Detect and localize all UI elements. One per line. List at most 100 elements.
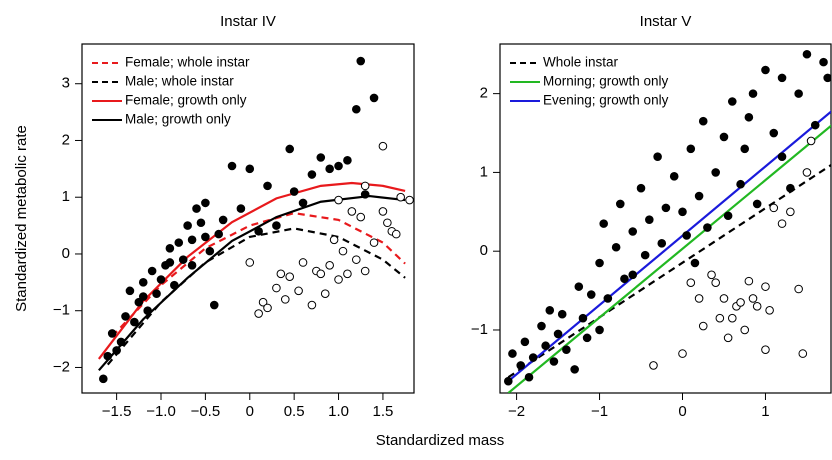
data-point xyxy=(351,104,361,114)
data-point xyxy=(574,282,584,291)
data-point xyxy=(360,181,370,191)
data-point xyxy=(152,289,161,298)
legend-label: Female; whole instar xyxy=(125,55,250,70)
x-tick-label: −1 xyxy=(591,403,608,420)
data-point xyxy=(786,183,795,193)
data-point xyxy=(307,300,317,310)
data-point xyxy=(570,365,579,374)
x-tick-label: −2 xyxy=(508,403,525,420)
data-point xyxy=(245,258,255,267)
chart-title: Instar IV xyxy=(220,13,276,30)
data-point xyxy=(727,97,737,106)
data-point xyxy=(236,204,246,213)
data-point xyxy=(769,203,779,213)
x-tick-label: −1.0 xyxy=(146,403,176,420)
data-point xyxy=(711,168,720,177)
data-point xyxy=(740,144,750,154)
data-point xyxy=(595,325,604,335)
legend-label: Whole instar xyxy=(543,55,619,70)
y-tick-label: 1 xyxy=(480,163,488,180)
data-point xyxy=(636,183,646,193)
data-point xyxy=(356,56,366,66)
data-point xyxy=(599,219,608,228)
data-point xyxy=(280,295,290,304)
data-point xyxy=(794,89,803,98)
data-point xyxy=(214,229,224,239)
data-point xyxy=(649,361,658,370)
data-point xyxy=(723,211,733,221)
fit-line xyxy=(106,227,406,366)
data-point xyxy=(628,270,638,280)
data-point xyxy=(121,312,130,321)
data-point xyxy=(823,73,831,83)
data-point xyxy=(786,207,795,217)
data-point xyxy=(258,297,268,307)
data-point xyxy=(698,116,708,126)
data-point xyxy=(582,333,592,343)
data-point xyxy=(503,376,513,386)
data-point xyxy=(316,269,326,279)
data-point xyxy=(192,204,201,213)
data-point xyxy=(378,141,388,151)
data-point xyxy=(628,227,638,236)
plot-area xyxy=(97,56,414,384)
x-axis-label: Standardized mass xyxy=(376,432,504,449)
data-point xyxy=(289,187,299,196)
data-point xyxy=(272,221,281,230)
x-tick-label: 1.5 xyxy=(373,403,394,420)
data-point xyxy=(178,255,188,264)
y-tick-label: 2 xyxy=(62,131,70,148)
data-point xyxy=(707,270,716,280)
data-point xyxy=(134,297,144,307)
data-point xyxy=(819,57,828,67)
data-point xyxy=(343,269,352,279)
data-point xyxy=(537,321,546,331)
data-point xyxy=(694,294,704,303)
data-point xyxy=(645,215,654,224)
data-point xyxy=(657,239,667,248)
data-point xyxy=(254,226,263,236)
data-point xyxy=(806,136,816,146)
data-point xyxy=(715,313,725,323)
data-point xyxy=(727,313,737,323)
data-point xyxy=(227,161,237,171)
data-point xyxy=(316,153,326,162)
data-point xyxy=(557,309,567,319)
data-point xyxy=(777,219,787,228)
data-point xyxy=(615,199,625,209)
data-point xyxy=(356,212,366,222)
data-point xyxy=(802,168,812,177)
data-point xyxy=(343,156,352,165)
data-point xyxy=(334,275,343,284)
data-point xyxy=(263,303,272,313)
fit-line xyxy=(97,181,406,360)
data-point xyxy=(562,345,571,354)
data-point xyxy=(752,199,762,209)
y-tick-label: −1 xyxy=(471,321,488,338)
data-point xyxy=(777,73,787,83)
data-point xyxy=(620,274,629,284)
data-point xyxy=(360,190,370,199)
legend-label: Evening; growth only xyxy=(543,93,669,108)
x-tick-label: −0.5 xyxy=(191,403,221,420)
data-point xyxy=(298,198,308,208)
data-point xyxy=(553,329,563,339)
data-point xyxy=(682,231,691,240)
data-point xyxy=(723,333,733,343)
data-point xyxy=(294,286,303,296)
x-tick-label: 1.0 xyxy=(328,403,349,420)
data-point xyxy=(810,120,820,130)
data-point xyxy=(777,152,787,161)
data-point xyxy=(320,289,330,298)
data-point xyxy=(744,276,754,286)
y-tick-label: −1 xyxy=(53,302,70,319)
data-point xyxy=(218,215,228,225)
data-point xyxy=(391,229,401,239)
data-point xyxy=(736,298,745,307)
data-point xyxy=(769,128,779,138)
data-point xyxy=(201,198,210,208)
data-point xyxy=(369,93,379,103)
data-point xyxy=(524,372,534,382)
fit-line xyxy=(507,110,831,383)
